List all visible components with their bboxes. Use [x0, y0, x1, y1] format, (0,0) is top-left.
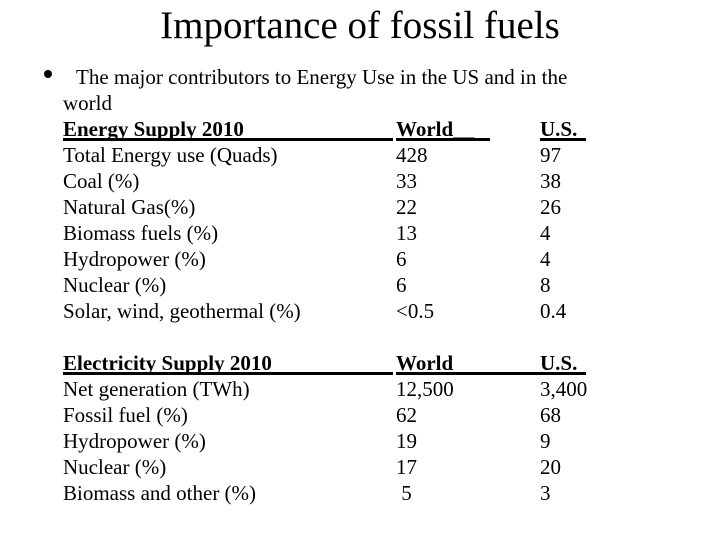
row-label: Biomass fuels (%) — [63, 221, 219, 245]
row-label: Nuclear (%) — [63, 455, 167, 479]
world-value: 62 — [396, 403, 417, 427]
row-label: Natural Gas(%) — [63, 195, 196, 219]
row-label: Nuclear (%) — [63, 273, 167, 297]
row-label: Solar, wind, geothermal (%) — [63, 299, 301, 323]
us-value: 3,400 — [540, 377, 588, 401]
world-value: 5 — [396, 481, 412, 505]
world-value: 22 — [396, 195, 417, 219]
table-row: Coal (%) 33 38 — [63, 168, 683, 194]
world-value: 6 — [396, 273, 407, 297]
electricity-table-header-world-cell: World — [396, 350, 540, 376]
table-row: Biomass and other (%) 5 3 — [63, 480, 683, 506]
electricity-table-header-us-cell: U.S. — [540, 350, 683, 376]
table-row: Hydropower (%) 19 9 — [63, 428, 683, 454]
slide-body: The major contributors to Energy Use in … — [63, 64, 683, 506]
world-value: 19 — [396, 429, 417, 453]
header-underline — [540, 372, 586, 375]
bullet-text-line-2: world — [63, 91, 112, 115]
table-row: Net generation (TWh) 12,500 3,400 — [63, 376, 683, 402]
table-row: Nuclear (%) 17 20 — [63, 454, 683, 480]
world-value: 6 — [396, 247, 407, 271]
world-value: 33 — [396, 169, 417, 193]
energy-supply-table: Energy Supply 2010 World__ U.S. Total En… — [63, 116, 683, 324]
table-row: Fossil fuel (%) 62 68 — [63, 402, 683, 428]
energy-table-header-world-cell: World__ — [396, 116, 540, 142]
us-value: 8 — [540, 273, 551, 297]
electricity-table-header-label-cell: Electricity Supply 2010 — [63, 350, 396, 376]
row-label: Fossil fuel (%) — [63, 403, 188, 427]
energy-table-header-us-cell: U.S. — [540, 116, 683, 142]
header-underline — [396, 138, 490, 141]
energy-table-title: Energy Supply 2010 — [63, 117, 244, 141]
us-value: 68 — [540, 403, 561, 427]
page-title: Importance of fossil fuels — [160, 4, 560, 47]
us-column-header: U.S. — [540, 117, 578, 141]
us-value: 3 — [540, 481, 551, 505]
bullet-text-line-1: The major contributors to Energy Use in … — [76, 65, 568, 89]
energy-table-header-label-cell: Energy Supply 2010 — [63, 116, 396, 142]
energy-table-header-row: Energy Supply 2010 World__ U.S. — [63, 116, 683, 142]
table-row: Hydropower (%) 6 4 — [63, 246, 683, 272]
bullet-icon — [44, 70, 52, 78]
electricity-table-title: Electricity Supply 2010 — [63, 351, 272, 375]
world-column-header: World__ — [396, 117, 475, 141]
table-row: Total Energy use (Quads) 428 97 — [63, 142, 683, 168]
electricity-supply-table: Electricity Supply 2010 World U.S. Net g… — [63, 350, 683, 506]
world-value: 13 — [396, 221, 417, 245]
us-value: 9 — [540, 429, 551, 453]
table-gap — [63, 324, 683, 350]
header-underline — [63, 138, 393, 141]
table-row: Biomass fuels (%) 13 4 — [63, 220, 683, 246]
row-label: Coal (%) — [63, 169, 140, 193]
world-value: 428 — [396, 143, 428, 167]
electricity-table-header-row: Electricity Supply 2010 World U.S. — [63, 350, 683, 376]
row-label: Hydropower (%) — [63, 247, 206, 271]
us-column-header: U.S. — [540, 351, 578, 375]
header-underline — [63, 372, 393, 375]
header-underline — [396, 372, 540, 375]
world-value: <0.5 — [396, 299, 435, 323]
us-value: 38 — [540, 169, 561, 193]
row-label: Biomass and other (%) — [63, 481, 257, 505]
row-label: Total Energy use (Quads) — [63, 143, 278, 167]
us-value: 26 — [540, 195, 561, 219]
table-row: Solar, wind, geothermal (%) <0.5 0.4 — [63, 298, 683, 324]
header-underline — [540, 138, 586, 141]
us-value: 20 — [540, 455, 561, 479]
world-column-header: World — [396, 351, 454, 375]
table-row: Nuclear (%) 6 8 — [63, 272, 683, 298]
row-label: Hydropower (%) — [63, 429, 206, 453]
us-value: 0.4 — [540, 299, 567, 323]
us-value: 4 — [540, 221, 551, 245]
world-value: 12,500 — [396, 377, 454, 401]
us-value: 4 — [540, 247, 551, 271]
table-row: Natural Gas(%) 22 26 — [63, 194, 683, 220]
row-label: Net generation (TWh) — [63, 377, 250, 401]
us-value: 97 — [540, 143, 561, 167]
world-value: 17 — [396, 455, 417, 479]
